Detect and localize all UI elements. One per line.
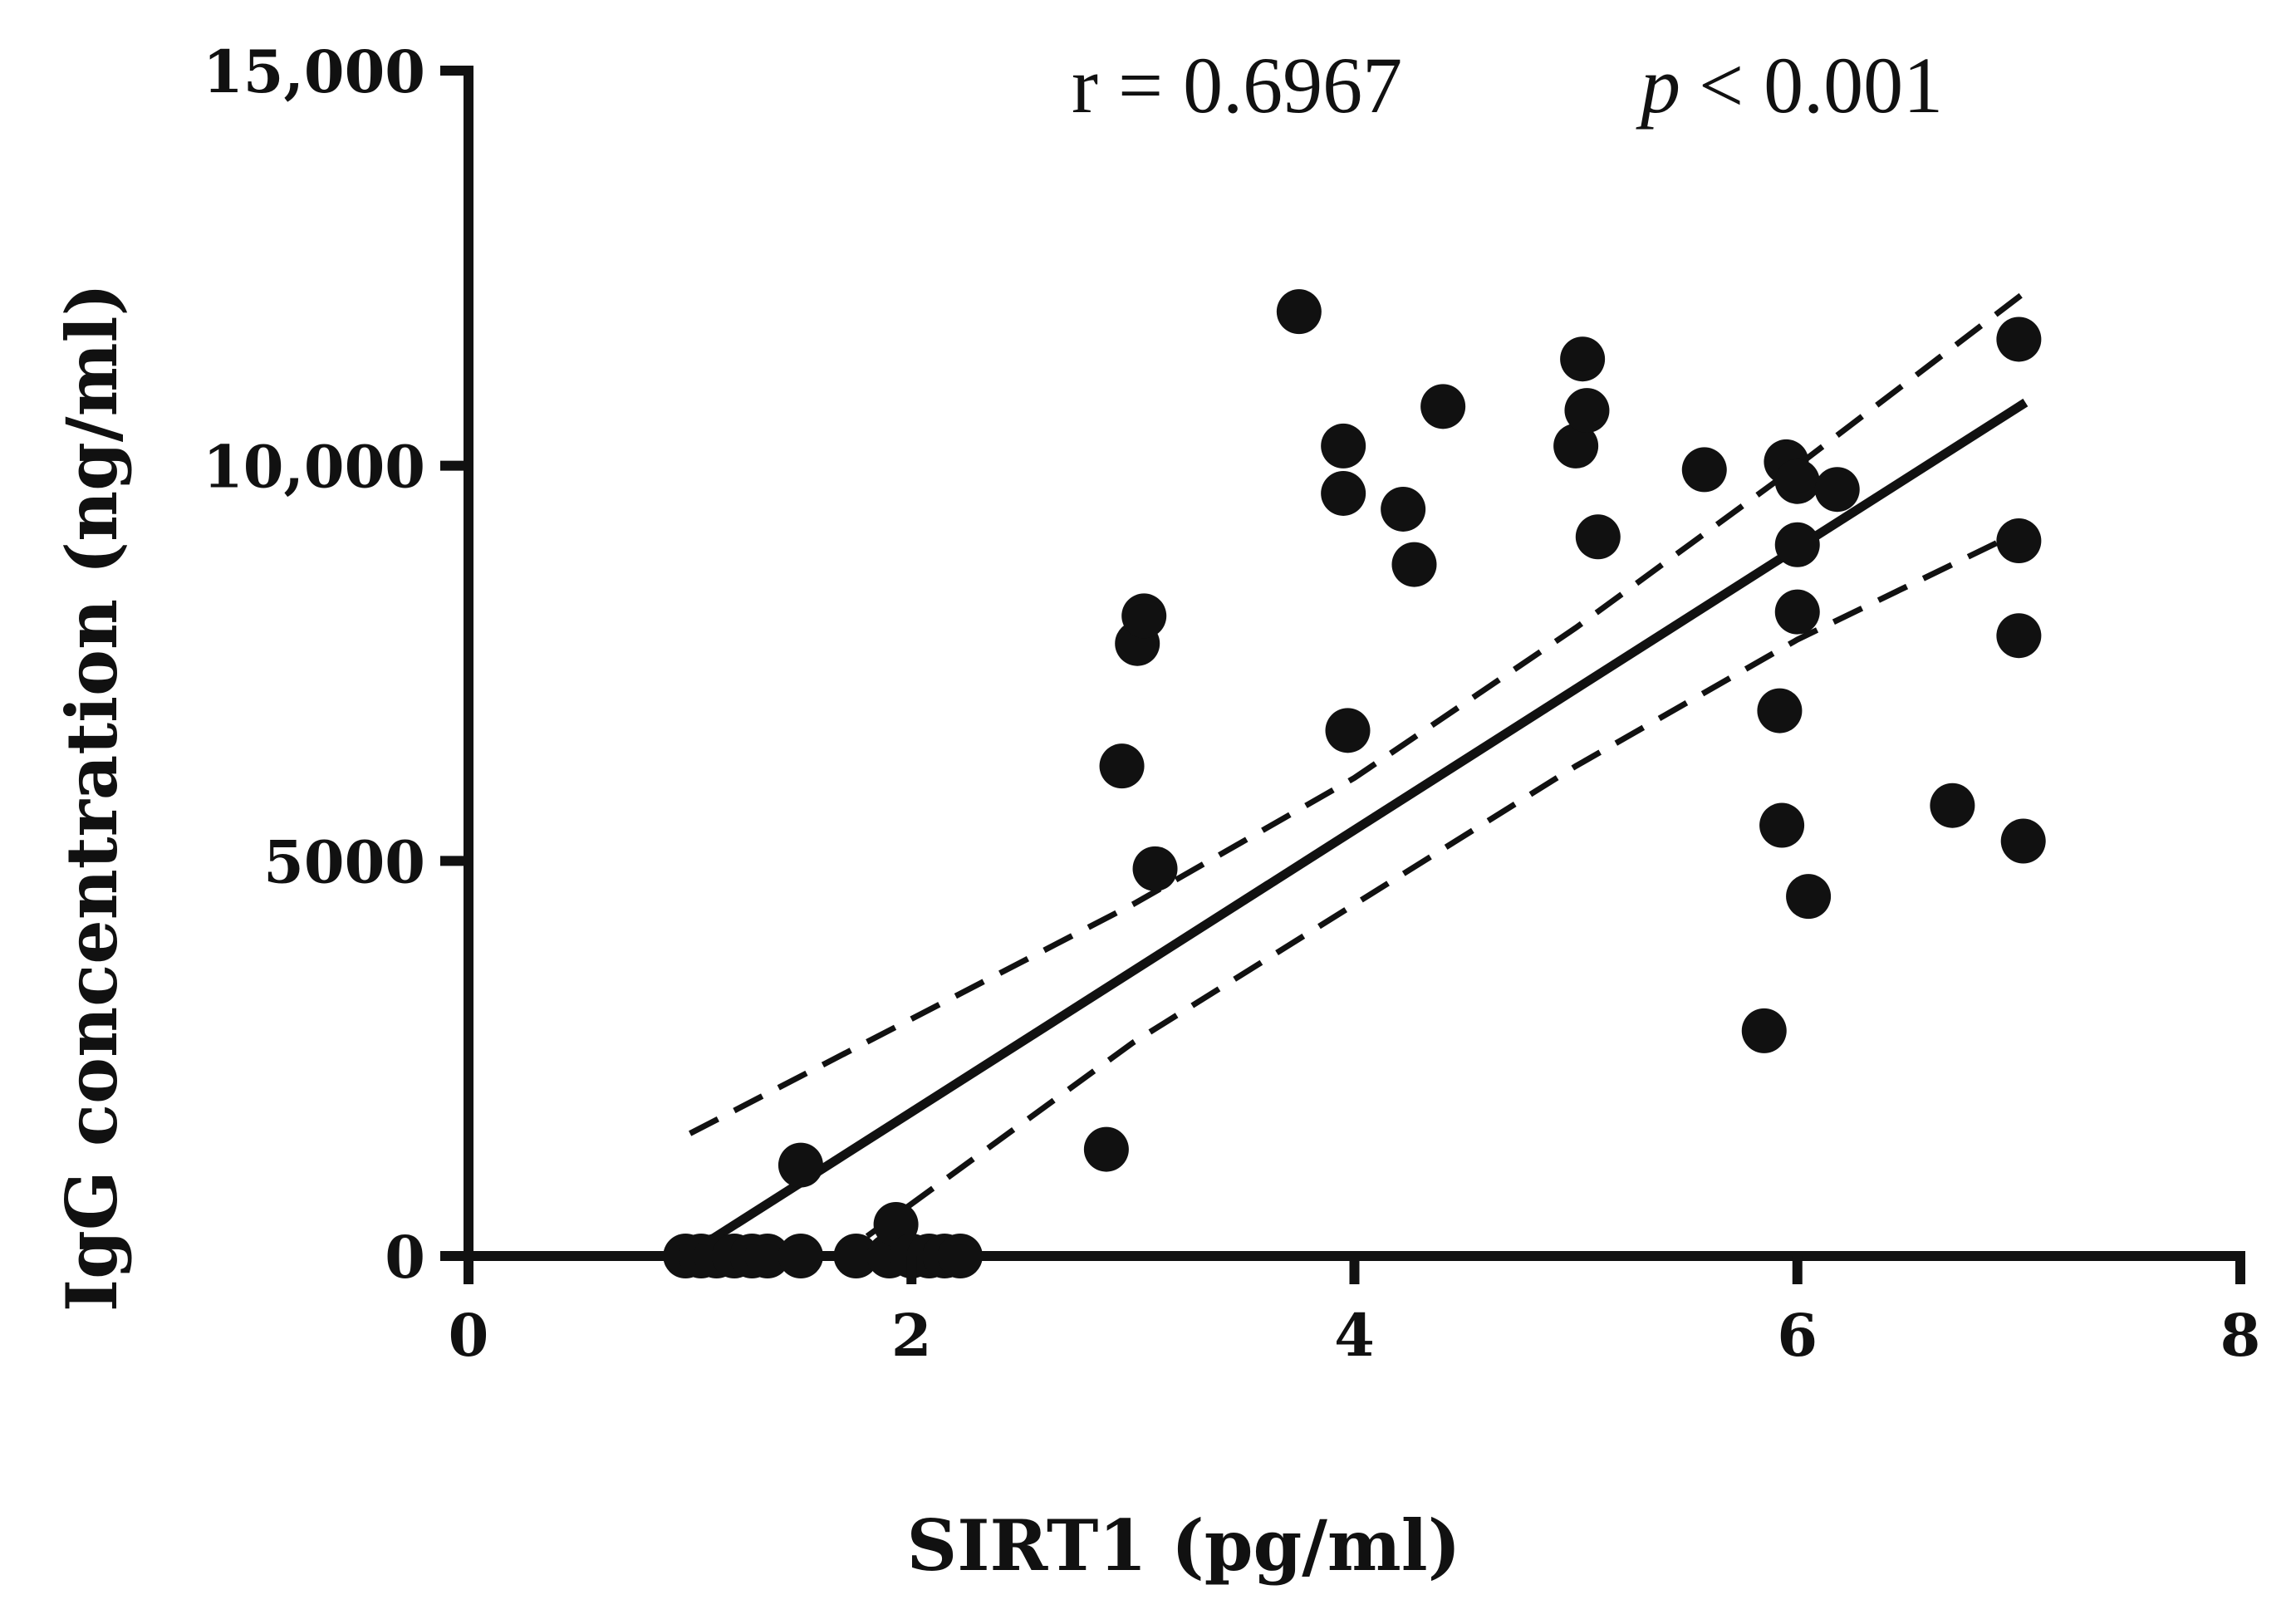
- data-point: [1774, 522, 1820, 567]
- chart-marks: [663, 289, 2046, 1278]
- data-point: [1996, 316, 2042, 362]
- data-point: [1814, 467, 1860, 513]
- y-tick-label: 10,000: [203, 433, 425, 502]
- data-point: [1996, 518, 2042, 564]
- data-point: [1741, 1008, 1787, 1053]
- x-tick-label: 4: [1334, 1301, 1375, 1370]
- data-point: [1321, 423, 1366, 469]
- data-point: [1391, 542, 1437, 587]
- data-point: [2000, 818, 2046, 864]
- y-axis-title: IgG concentration (ng/ml): [51, 283, 133, 1312]
- y-tick-label: 15,000: [203, 37, 425, 106]
- data-point: [1560, 336, 1606, 382]
- x-tick-label: 2: [891, 1301, 932, 1370]
- data-point: [1276, 289, 1322, 335]
- data-point: [778, 1142, 823, 1188]
- data-point: [1575, 514, 1621, 560]
- y-tick-label: 0: [385, 1223, 425, 1292]
- x-tick-label: 6: [1777, 1301, 1818, 1370]
- correlation-annotation: r = 0.6967: [1072, 41, 1402, 130]
- y-tick-label: 5000: [263, 827, 425, 896]
- data-point: [1132, 846, 1178, 891]
- data-point: [1099, 743, 1145, 789]
- data-point: [1774, 459, 1820, 504]
- data-point: [1774, 589, 1820, 635]
- axis-ticks: 0 2 4 6 8 0 5000 10,000 15,000: [203, 37, 2260, 1370]
- data-point: [1930, 783, 1975, 828]
- data-point: [1325, 708, 1371, 753]
- x-tick-label: 8: [2220, 1301, 2261, 1370]
- confidence-band-lower: [865, 526, 2027, 1239]
- data-point: [1996, 613, 2042, 659]
- data-point: [1121, 593, 1167, 639]
- data-point: [1381, 486, 1426, 532]
- x-axis-title: SIRT1 (pg/ml): [907, 1504, 1461, 1587]
- data-point: [1553, 423, 1599, 469]
- data-point: [1420, 384, 1466, 429]
- data-point: [1759, 802, 1805, 848]
- data-point: [1321, 470, 1366, 516]
- data-point: [1757, 688, 1803, 733]
- regression-line: [683, 398, 2029, 1260]
- x-tick-label: 0: [449, 1301, 489, 1370]
- confidence-band-upper: [689, 289, 2028, 1136]
- data-point: [1786, 874, 1832, 920]
- p-symbol-annotation: p: [1636, 41, 1680, 130]
- p-value-annotation: < 0.001: [1699, 41, 1943, 130]
- data-point: [1681, 447, 1727, 493]
- data-point: [1564, 388, 1610, 434]
- data-point: [1083, 1126, 1129, 1172]
